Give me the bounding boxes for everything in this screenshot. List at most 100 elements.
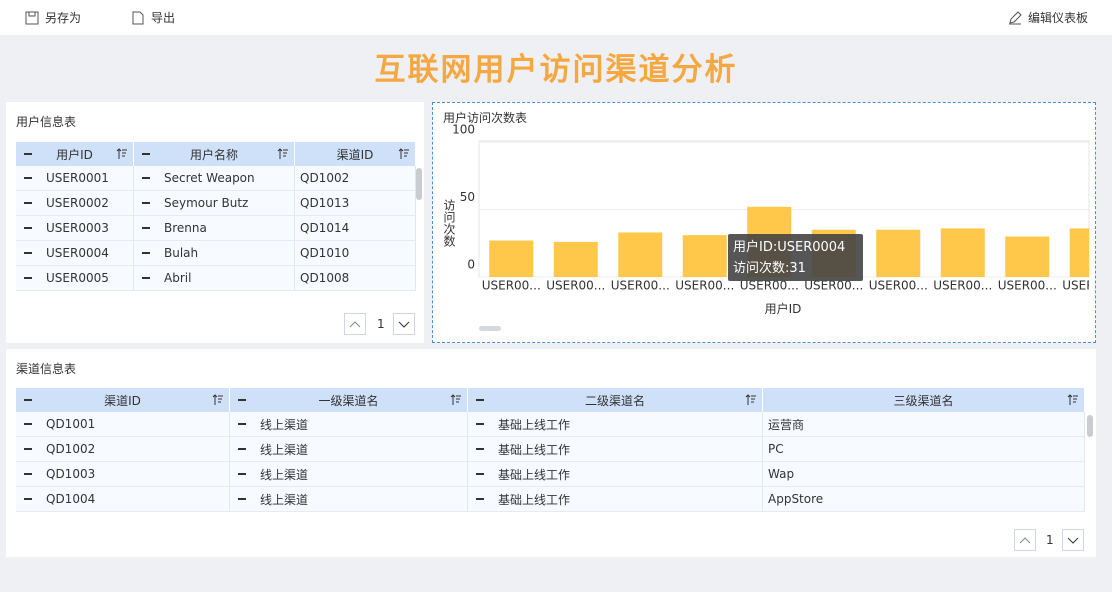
table-cell: 基础上线工作 bbox=[468, 437, 763, 461]
y-tick-label: 0 bbox=[467, 258, 475, 272]
save-as-button[interactable]: 另存为 bbox=[25, 9, 81, 26]
bar bbox=[618, 232, 663, 277]
y-axis-label: 访问次数 bbox=[442, 199, 456, 248]
bar bbox=[489, 240, 534, 277]
export-icon bbox=[132, 11, 144, 24]
table-row: QD1004 线上渠道 基础上线工作 AppStore bbox=[16, 487, 1085, 512]
collapse-icon bbox=[142, 177, 150, 179]
cell-text: QD1008 bbox=[300, 271, 350, 285]
x-axis-label: 用户ID bbox=[765, 301, 802, 316]
header-cell[interactable]: 一级渠道名 bbox=[230, 388, 468, 412]
table-cell: Seymour Butz bbox=[134, 191, 295, 215]
table-cell: PC bbox=[763, 437, 1085, 461]
export-button[interactable]: 导出 bbox=[131, 9, 175, 26]
x-tick-label: USER00... bbox=[1062, 279, 1095, 293]
table-cell: 运营商 bbox=[763, 412, 1085, 436]
table-cell: Brenna bbox=[134, 216, 295, 240]
header-cell[interactable]: 用户ID bbox=[16, 142, 134, 166]
x-tick-label: USER00... bbox=[740, 279, 799, 293]
header-cell[interactable]: 三级渠道名 bbox=[763, 388, 1085, 412]
bar bbox=[682, 235, 727, 277]
table-cell: 基础上线工作 bbox=[468, 412, 763, 436]
cell-text: QD1002 bbox=[46, 442, 96, 456]
channel-panel: 渠道信息表 渠道ID 一级渠道名 二级渠道名 三级渠道名 QD1001 线上渠道 基础上线工… bbox=[6, 349, 1096, 557]
cell-text: QD1013 bbox=[300, 196, 350, 210]
collapse-icon bbox=[24, 252, 32, 254]
cell-text: QD1003 bbox=[46, 467, 96, 481]
export-label: 导出 bbox=[151, 11, 176, 25]
tooltip-id: 用户ID:USER0004 bbox=[733, 239, 845, 255]
page-down[interactable] bbox=[393, 313, 415, 335]
table-cell: 线上渠道 bbox=[230, 487, 468, 511]
table-cell: USER0003 bbox=[16, 216, 134, 240]
chart-title: 用户访问次数表 bbox=[443, 110, 527, 125]
table-row: QD1001 线上渠道 基础上线工作 运营商 bbox=[16, 412, 1085, 437]
collapse-icon bbox=[476, 399, 484, 401]
cell-text: AppStore bbox=[768, 492, 824, 506]
edit-button[interactable]: 编辑仪表板 bbox=[1008, 9, 1088, 26]
table-cell: AppStore bbox=[763, 487, 1085, 511]
sort-icon[interactable] bbox=[116, 148, 128, 160]
header-cell[interactable]: 渠道ID bbox=[295, 142, 416, 166]
chart: 用户访问次数表 访问次数 用户ID USER00... USER00... USER… bbox=[442, 110, 1095, 331]
sort-icon[interactable] bbox=[277, 148, 289, 160]
table-cell: QD1004 bbox=[16, 487, 230, 511]
page-up[interactable] bbox=[344, 313, 366, 335]
collapse-icon bbox=[24, 498, 32, 500]
header-cell[interactable]: 二级渠道名 bbox=[468, 388, 763, 412]
cell-text: Bulah bbox=[164, 246, 199, 260]
chart-scrollbar[interactable] bbox=[479, 326, 501, 331]
toolbar: 另存为 导出 编辑仪表板 bbox=[0, 0, 1112, 35]
tooltip-box bbox=[728, 234, 863, 281]
collapse-icon bbox=[24, 399, 32, 401]
collapse-icon bbox=[476, 498, 484, 500]
page-up[interactable] bbox=[1014, 529, 1036, 551]
collapse-icon bbox=[238, 448, 246, 450]
y-tick-label: 100 bbox=[452, 123, 475, 137]
collapse-icon bbox=[24, 227, 32, 229]
header-cell[interactable]: 用户名称 bbox=[134, 142, 295, 166]
sort-icon[interactable] bbox=[450, 394, 462, 406]
table-row: USER0003 Brenna QD1014 bbox=[16, 216, 416, 241]
user-table: 用户ID 用户名称 渠道ID USER0001 Secret Weapon QD1002 U… bbox=[16, 142, 416, 301]
column-name: 渠道ID bbox=[336, 147, 374, 162]
cell-text: USER0005 bbox=[46, 271, 109, 285]
table-header: 用户ID 用户名称 渠道ID bbox=[16, 142, 416, 166]
bar bbox=[940, 228, 985, 277]
column-name: 一级渠道名 bbox=[318, 393, 379, 408]
sort-icon[interactable] bbox=[745, 394, 757, 406]
collapse-icon bbox=[24, 423, 32, 425]
collapse-icon bbox=[24, 202, 32, 204]
edit-icon bbox=[1009, 10, 1022, 24]
column-name: 用户ID bbox=[56, 147, 93, 162]
table-cell: QD1002 bbox=[295, 166, 416, 190]
sort-icon[interactable] bbox=[398, 148, 410, 160]
cell-text: USER0004 bbox=[46, 246, 109, 260]
table-cell: QD1014 bbox=[295, 216, 416, 240]
table-cell: Wap bbox=[763, 462, 1085, 486]
cell-text: 线上渠道 bbox=[260, 442, 309, 457]
edit-label: 编辑仪表板 bbox=[1028, 11, 1089, 25]
cell-text: PC bbox=[768, 442, 784, 456]
collapse-icon bbox=[476, 473, 484, 475]
table-cell: Secret Weapon bbox=[134, 166, 295, 190]
sort-icon[interactable] bbox=[1067, 394, 1079, 406]
x-tick-label: USER00... bbox=[611, 279, 670, 293]
cell-text: QD1002 bbox=[300, 171, 350, 185]
collapse-icon bbox=[238, 423, 246, 425]
sort-icon[interactable] bbox=[212, 394, 224, 406]
collapse-icon bbox=[142, 153, 150, 155]
column-name: 用户名称 bbox=[189, 147, 238, 162]
collapse-icon bbox=[238, 473, 246, 475]
cell-text: 线上渠道 bbox=[260, 467, 309, 482]
collapse-icon bbox=[142, 227, 150, 229]
save-as-label: 另存为 bbox=[45, 11, 82, 25]
table-cell: USER0001 bbox=[16, 166, 134, 190]
cell-text: Wap bbox=[768, 467, 795, 481]
page-down[interactable] bbox=[1062, 529, 1084, 551]
column-name: 二级渠道名 bbox=[584, 393, 645, 408]
header-cell[interactable]: 渠道ID bbox=[16, 388, 230, 412]
cell-text: Brenna bbox=[164, 221, 207, 235]
table-cell: USER0005 bbox=[16, 266, 134, 290]
